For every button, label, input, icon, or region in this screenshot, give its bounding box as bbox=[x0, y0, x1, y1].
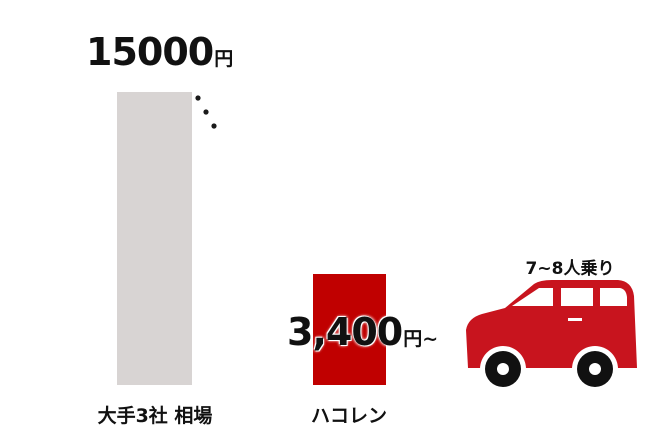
data-label-unit: 円 bbox=[403, 328, 423, 350]
category-label-hakoren: ハコレン bbox=[310, 405, 387, 427]
car-window-front bbox=[512, 288, 553, 306]
data-label-hakoren: 3,400 円 ~ bbox=[287, 313, 438, 351]
bar-hakoren bbox=[313, 274, 386, 385]
car-window-middle bbox=[561, 288, 593, 306]
car-capacity-label: 7~8人乗り bbox=[525, 259, 615, 279]
data-label-suffix: ~ bbox=[422, 328, 439, 350]
minivan-icon bbox=[466, 280, 637, 392]
data-label-unit: 円 bbox=[214, 48, 234, 70]
car-window-rear bbox=[600, 288, 627, 306]
bar-large-rental bbox=[117, 92, 192, 385]
data-label-large-rental: 15000 円 bbox=[86, 33, 233, 71]
bars-layer bbox=[117, 92, 386, 385]
axis-break-mark bbox=[195, 95, 217, 129]
data-label-number: 15000 bbox=[86, 30, 214, 74]
category-label-large-rental: 大手3社 相場 bbox=[97, 405, 213, 427]
data-label-number: 3,400 bbox=[287, 310, 403, 354]
